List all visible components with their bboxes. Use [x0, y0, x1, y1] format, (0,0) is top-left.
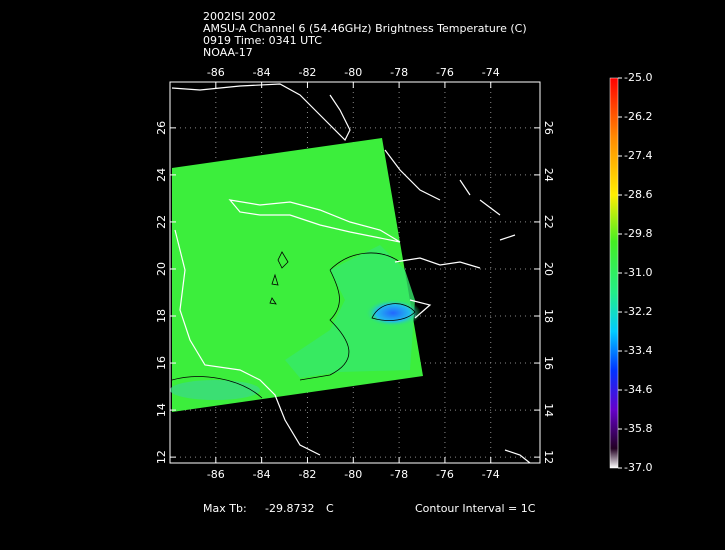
- y-tick-label: 20: [542, 262, 555, 276]
- contour-note: Contour Interval = 1C: [415, 502, 536, 515]
- y-tick-label: 24: [542, 168, 555, 182]
- x-tick-label: -74: [482, 468, 500, 481]
- x-tick-label: -86: [207, 468, 225, 481]
- colorbar-label: -32.2: [624, 305, 652, 318]
- y-tick-label: 12: [155, 450, 168, 464]
- x-tick-label: -84: [253, 66, 271, 79]
- cool-patch: [170, 380, 260, 400]
- y-tick-label: 16: [542, 356, 555, 370]
- contour: [269, 251, 289, 305]
- x-tick-label: -82: [298, 468, 316, 481]
- header-line: 0919 Time: 0341 UTC: [203, 34, 322, 47]
- y-tick-label: 26: [155, 121, 168, 135]
- header-line: NOAA-17: [203, 46, 253, 59]
- x-tick-label: -86: [207, 66, 225, 79]
- x-tick-label: -80: [344, 66, 362, 79]
- max-value: -29.8732: [265, 502, 314, 515]
- y-tick-label: 24: [155, 168, 168, 182]
- x-tick-label: -80: [344, 468, 362, 481]
- coastline: [171, 83, 351, 142]
- y-tick-label: 20: [155, 262, 168, 276]
- colorbar-label: -28.6: [624, 188, 652, 201]
- colorbar-label: -33.4: [624, 344, 652, 357]
- y-tick-label: 18: [155, 309, 168, 323]
- header-line: 2002ISI 2002: [203, 10, 276, 23]
- swath-region: [285, 245, 415, 378]
- max-label: Max Tb:: [203, 502, 247, 515]
- colorbar: [609, 77, 619, 469]
- x-tick-label: -74: [482, 66, 500, 79]
- y-tick-label: 14: [155, 403, 168, 417]
- y-tick-label: 26: [542, 121, 555, 135]
- colorbar-label: -31.0: [624, 266, 652, 279]
- map-frame: [169, 81, 541, 464]
- coastline: [394, 257, 481, 319]
- x-tick-label: -84: [253, 468, 271, 481]
- x-tick-label: -76: [436, 66, 454, 79]
- colorbar-label: -37.0: [624, 461, 652, 474]
- y-tick-label: 22: [155, 215, 168, 229]
- y-tick-label: 16: [155, 356, 168, 370]
- colorbar-label: -25.0: [624, 71, 652, 84]
- cold-spot: [365, 299, 421, 327]
- colorbar-label: -29.8: [624, 227, 652, 240]
- x-tick-label: -78: [390, 66, 408, 79]
- colorbar-label: -26.2: [624, 110, 652, 123]
- x-tick-label: -82: [298, 66, 316, 79]
- contour: [299, 252, 401, 381]
- y-tick-label: 18: [542, 309, 555, 323]
- y-tick-label: 14: [542, 403, 555, 417]
- x-tick-label: -76: [436, 468, 454, 481]
- coastline: [174, 229, 321, 456]
- header-line: AMSU-A Channel 6 (54.46GHz) Brightness T…: [203, 22, 527, 35]
- coastline: [384, 149, 531, 464]
- y-tick-label: 12: [542, 450, 555, 464]
- colorbar-label: -35.8: [624, 422, 652, 435]
- max-unit: C: [326, 502, 334, 515]
- y-tick-label: 22: [542, 215, 555, 229]
- coastline: [228, 199, 401, 243]
- contour: [371, 303, 416, 321]
- colorbar-label: -27.4: [624, 149, 652, 162]
- contour: [171, 376, 263, 399]
- colorbar-label: -34.6: [624, 383, 652, 396]
- x-tick-label: -78: [390, 468, 408, 481]
